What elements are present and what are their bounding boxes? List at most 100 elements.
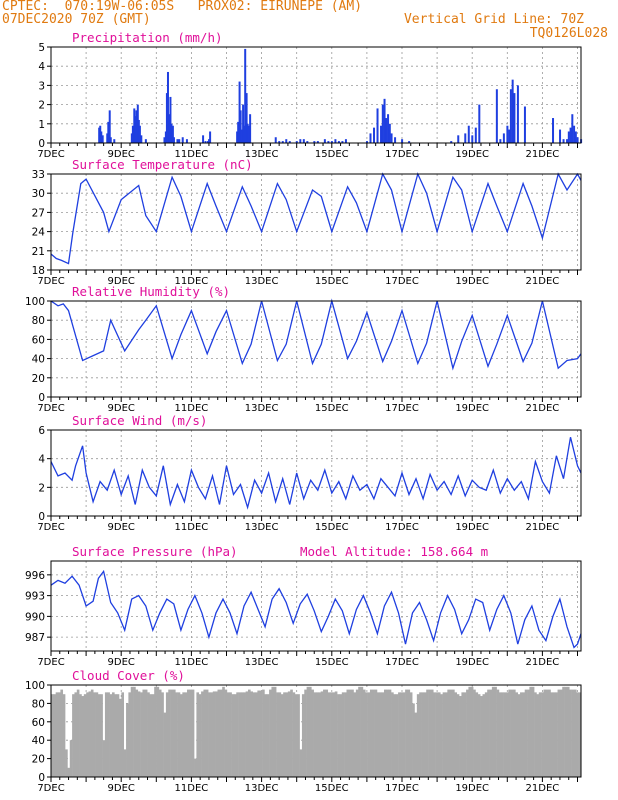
cloud-bar — [564, 686, 568, 777]
cloud-bar — [494, 686, 497, 777]
precip-bar — [380, 125, 383, 143]
wind-title: Surface Wind (m/s) — [72, 413, 207, 428]
cloud-bar — [222, 686, 225, 777]
cloud-bar — [90, 689, 94, 777]
cloud-bar — [219, 689, 223, 777]
precip-bar — [164, 131, 167, 143]
cloud-bar — [177, 692, 181, 777]
precip-bar — [513, 93, 516, 143]
x-tick-label: 15DEC — [315, 403, 349, 414]
plot-frame — [50, 429, 582, 517]
cloud-bar — [53, 694, 56, 777]
humidity-title: Relative Humidity (%) — [72, 284, 230, 299]
precip-bar — [559, 129, 562, 143]
x-tick-label: 21DEC — [526, 403, 560, 414]
precip-bar — [495, 89, 498, 143]
cloud-bar — [65, 749, 68, 777]
cloud-bar — [573, 689, 577, 777]
precip-bar — [136, 104, 139, 143]
run-date: 07DEC2020 70Z (GMT) — [2, 12, 151, 27]
precip-bar — [138, 125, 141, 143]
cloud-bar — [541, 692, 544, 777]
precip-bar — [109, 137, 112, 143]
cloud-bar — [456, 694, 460, 777]
cloud-bar — [412, 703, 415, 777]
cloud-bar — [119, 698, 122, 777]
y-tick-label: 4 — [38, 61, 45, 73]
y-tick-label: 0 — [38, 138, 45, 150]
x-tick-label: 21DEC — [526, 522, 560, 533]
cloud-bar — [409, 692, 413, 777]
plot-frame — [50, 46, 582, 144]
precip-bar — [341, 141, 344, 143]
cloud-bar — [163, 712, 167, 777]
cloud-bar — [400, 692, 404, 777]
y-tick-label: 27 — [32, 207, 45, 219]
cloud-bar — [461, 692, 465, 777]
precip-bar — [567, 131, 570, 143]
cloud-bar — [133, 686, 136, 777]
precip-bar — [245, 93, 248, 143]
precip-bar — [130, 133, 133, 143]
precip-bar — [247, 125, 250, 143]
y-tick-label: 0 — [38, 392, 45, 404]
y-tick-label: 24 — [32, 227, 46, 239]
x-tick-label: 13DEC — [245, 657, 279, 668]
x-tick-label: 7DEC — [37, 149, 64, 160]
x-tick-label: 9DEC — [108, 403, 135, 414]
precip-bar — [464, 133, 467, 143]
cloud-bar — [423, 692, 427, 777]
x-tick-label: 19DEC — [455, 522, 489, 533]
precip-bar — [107, 121, 110, 143]
precip-bar — [562, 139, 565, 143]
cloud-bar — [362, 689, 366, 777]
cloud-bar — [505, 692, 509, 777]
cloud-bar — [346, 689, 350, 777]
cloud-bar — [447, 689, 450, 777]
cloud-bar — [161, 692, 164, 777]
cloud-bar — [482, 694, 486, 777]
precip-bar — [168, 114, 171, 143]
precip-bar — [206, 141, 209, 143]
cloud-bar — [531, 686, 535, 777]
cloud-bar — [470, 686, 474, 777]
cloud-bar — [348, 689, 352, 777]
precip-bar — [327, 141, 330, 143]
cloud-bar — [62, 694, 66, 777]
y-tick-label: 1 — [38, 119, 45, 131]
cloud-bar — [372, 689, 375, 777]
cloud-bar — [156, 686, 160, 777]
precip-bar — [204, 141, 207, 143]
precip-bar — [98, 127, 101, 143]
x-tick-label: 9DEC — [108, 783, 135, 794]
y-tick-label: 6 — [38, 425, 45, 437]
cloud-bar — [515, 692, 518, 777]
cloud-bar — [534, 692, 537, 777]
cloud-bar — [60, 689, 64, 777]
cloud-bar — [437, 692, 441, 777]
cloud-bar — [330, 692, 333, 777]
cloud-bar — [304, 689, 307, 777]
precip-bar — [172, 137, 175, 143]
cloud-bar — [520, 692, 523, 777]
cloud-bar — [229, 692, 232, 777]
precip-bar — [135, 110, 138, 143]
x-tick-label: 7DEC — [37, 657, 64, 668]
cloud-bar — [189, 689, 193, 777]
cloud-bar — [318, 692, 321, 777]
precip-bar — [523, 106, 526, 143]
cloud-bar — [109, 694, 113, 777]
y-tick-label: 4 — [38, 454, 45, 466]
cloud-bar — [517, 694, 521, 777]
x-tick-label: 13DEC — [245, 149, 279, 160]
cloud-bar — [116, 694, 120, 777]
precip-bar — [516, 85, 519, 143]
cloud-bar — [76, 689, 80, 777]
cloud-bar — [501, 692, 504, 777]
x-tick-label: 9DEC — [108, 276, 135, 287]
cloud-bar — [545, 689, 549, 777]
cloud-bar — [299, 749, 303, 777]
cloud-bar — [428, 689, 432, 777]
precip-bar — [388, 123, 391, 143]
